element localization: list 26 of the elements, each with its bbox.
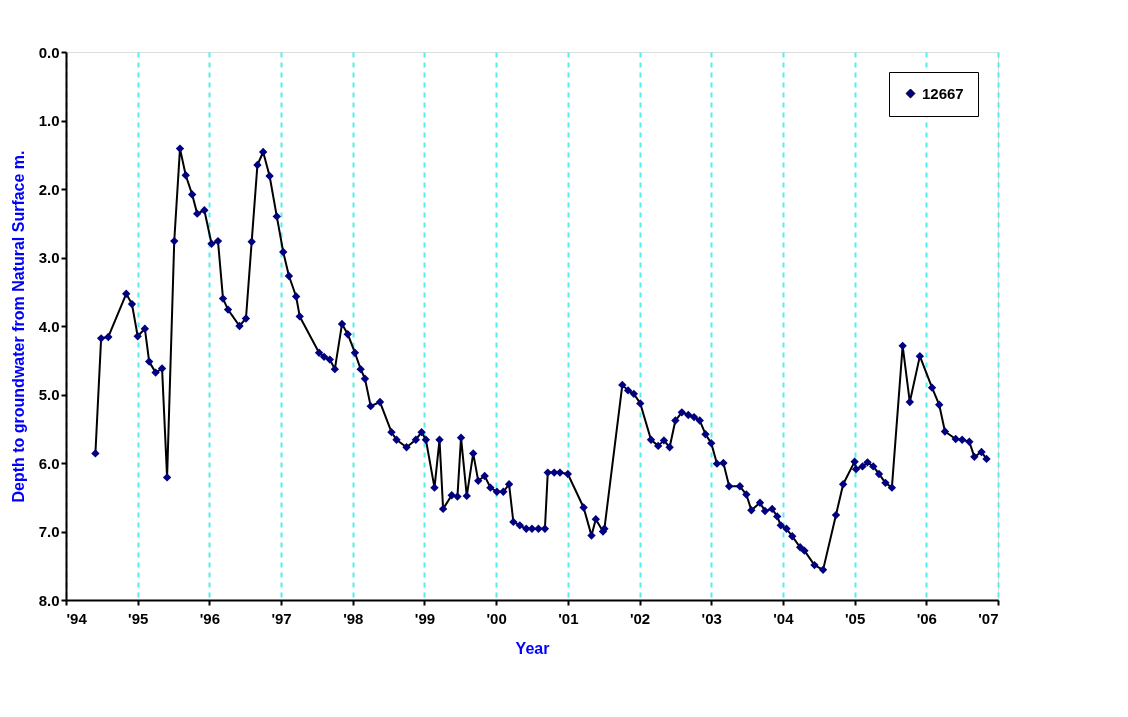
legend-label: 12667	[922, 84, 964, 102]
x-tick-label: '06	[916, 609, 937, 627]
x-axis-title: Year	[515, 639, 550, 657]
x-tick-label: '01	[558, 609, 579, 627]
x-tick-label: '04	[773, 609, 795, 627]
x-tick-label: '96	[199, 609, 221, 627]
y-tick-label: 1.0	[38, 112, 60, 129]
x-tick-label: '07	[978, 609, 999, 627]
y-tick-label: 8.0	[38, 591, 60, 609]
x-tick-label: '97	[271, 609, 292, 627]
y-tick-label: 0.0	[38, 43, 60, 61]
x-tick-label: '00	[486, 609, 507, 627]
y-tick-label: 5.0	[38, 386, 60, 403]
x-tick-label: '95	[128, 609, 149, 627]
x-tick-label: '02	[629, 609, 651, 627]
y-axis-title: Depth to groundwater from Natural Surface m.	[9, 150, 27, 503]
y-tick-label: 3.0	[38, 249, 60, 266]
y-tick-label: 4.0	[38, 317, 60, 335]
x-tick-label: '03	[701, 609, 722, 627]
x-tick-label: '99	[414, 609, 436, 627]
x-tick-label: '94	[66, 609, 88, 627]
y-tick-label: 2.0	[38, 180, 60, 198]
x-tick-label: '05	[844, 609, 866, 627]
x-tick-label: '98	[343, 609, 364, 627]
y-tick-label: 7.0	[38, 523, 60, 540]
y-tick-label: 6.0	[38, 454, 60, 472]
